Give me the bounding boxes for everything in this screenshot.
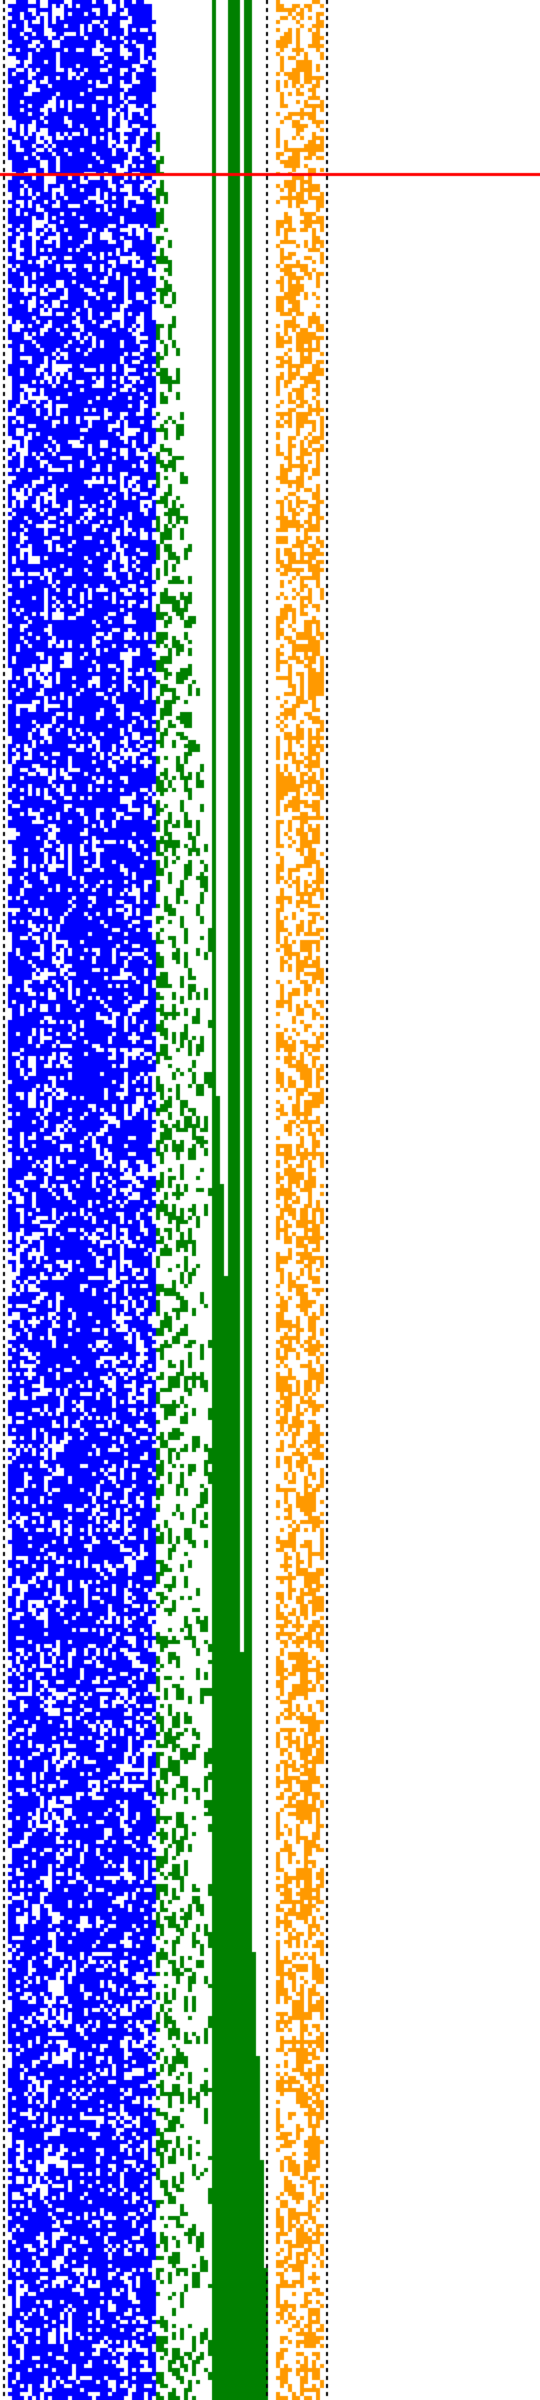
occupancy-matrix-visualization [0,0,540,2400]
